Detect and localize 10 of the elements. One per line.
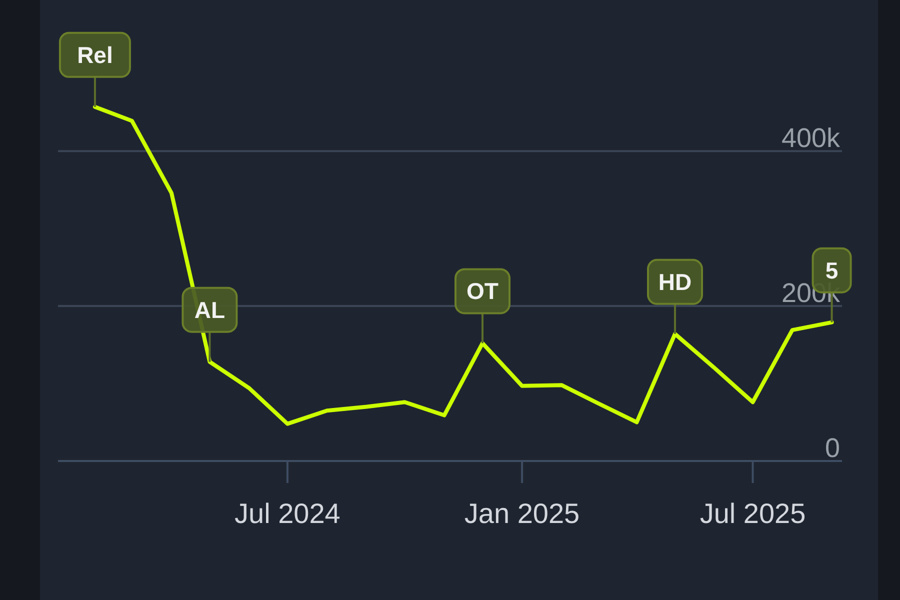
annotation: HD bbox=[658, 268, 692, 295]
x-tick-label: Jul 2025 bbox=[700, 498, 806, 529]
annotation: 5 bbox=[825, 257, 838, 284]
x-tick-label: Jul 2024 bbox=[234, 498, 340, 529]
annotation: AL bbox=[194, 296, 226, 323]
y-tick-label: 0 bbox=[824, 433, 840, 463]
annotation: Rel bbox=[77, 42, 113, 68]
annotation: OT bbox=[466, 278, 498, 304]
y-tick-label: 400k bbox=[781, 123, 840, 154]
x-tick-label: Jan 2025 bbox=[464, 498, 580, 529]
